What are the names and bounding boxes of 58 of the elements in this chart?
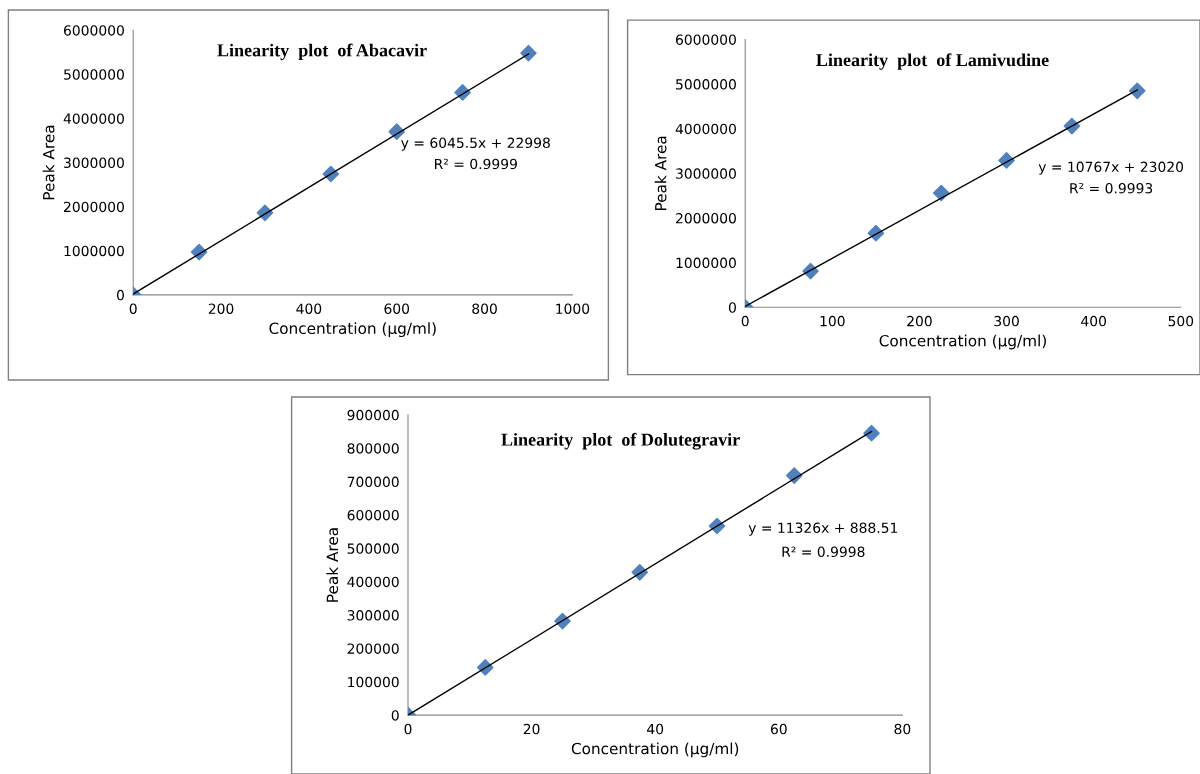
y-tick-label: 400000 <box>347 576 399 588</box>
y-tick-label: 3000000 <box>64 157 124 169</box>
x-axis-title: Concentration (µg/ml) <box>879 334 1046 350</box>
annotation: y = 11326x + 888.51 <box>748 522 898 536</box>
y-tick-label: 6000000 <box>63 25 124 36</box>
x-tick-label: 0 <box>741 315 749 327</box>
text: Linearity plot of Abacavir <box>217 43 427 61</box>
point <box>520 44 537 62</box>
annotation: y = 10767x + 23020 <box>1038 161 1184 175</box>
y-tick-label: 6000000 <box>675 34 736 45</box>
y-tick-label: 2000000 <box>64 201 124 213</box>
annotation: R² = 0.9993 <box>1070 182 1153 194</box>
x-tick-label: 500 <box>1168 315 1194 327</box>
x-tick-label: 800 <box>472 303 497 314</box>
annotation: R² = 0.9999 <box>435 158 517 170</box>
y-tick-label: 4000000 <box>63 113 124 124</box>
x-tick-label: 400 <box>296 303 322 314</box>
x-tick-label: 600 <box>384 303 410 314</box>
y-tick-label: 700000 <box>347 476 399 488</box>
y-tick-label: 900000 <box>347 409 399 421</box>
x-axis-title: Concentration (µg/ml) <box>269 322 436 338</box>
x-tick-label: 100 <box>820 315 845 327</box>
y-tick-label: 800000 <box>347 443 399 454</box>
text: Linearity plot of Lamivudine <box>816 53 1049 70</box>
x-tick-label: 200 <box>208 303 234 314</box>
text: Linearity plot of Dolutegravir <box>501 432 740 450</box>
y-tick-label: 1000000 <box>64 245 124 257</box>
y-tick-label: 5000000 <box>64 69 124 80</box>
y-tick-label: 600000 <box>347 509 399 521</box>
point <box>1128 82 1146 100</box>
y-tick-label: 0 <box>391 710 399 721</box>
y-axis-title: Peak Area <box>654 136 667 211</box>
y-tick-label: 3000000 <box>676 168 736 179</box>
x-tick-label: 200 <box>907 315 932 327</box>
y-axis-title: Peak Area <box>42 125 55 200</box>
y-tick-label: 300000 <box>347 610 399 621</box>
y-tick-label: 0 <box>116 289 124 301</box>
y-tick-label: 2000000 <box>676 212 736 224</box>
x-tick-label: 300 <box>994 315 1019 327</box>
x-tick-label: 1000 <box>556 303 590 314</box>
x-tick-label: 20 <box>523 723 540 735</box>
y-tick-label: 100000 <box>348 676 399 688</box>
y-axis-title: Peak Area <box>326 528 339 602</box>
y-tick-label: 200000 <box>347 643 399 654</box>
x-tick-label: 80 <box>894 723 911 735</box>
y-tick-label: 4000000 <box>675 123 736 135</box>
x-tick-label: 60 <box>770 723 787 735</box>
x-tick-label: 400 <box>1081 315 1107 327</box>
x-tick-label: 40 <box>647 723 664 735</box>
y-tick-label: 5000000 <box>676 79 736 90</box>
annotation: R² = 0.9998 <box>782 546 865 558</box>
annotation: y = 6045.5x + 22998 <box>401 137 550 151</box>
x-tick-label: 0 <box>129 303 137 314</box>
y-tick-label: 1000000 <box>676 257 736 269</box>
x-tick-label: 0 <box>404 723 412 735</box>
point <box>863 424 880 442</box>
x-axis-title: Concentration (µg/ml) <box>571 742 739 758</box>
y-tick-label: 500000 <box>347 543 399 554</box>
